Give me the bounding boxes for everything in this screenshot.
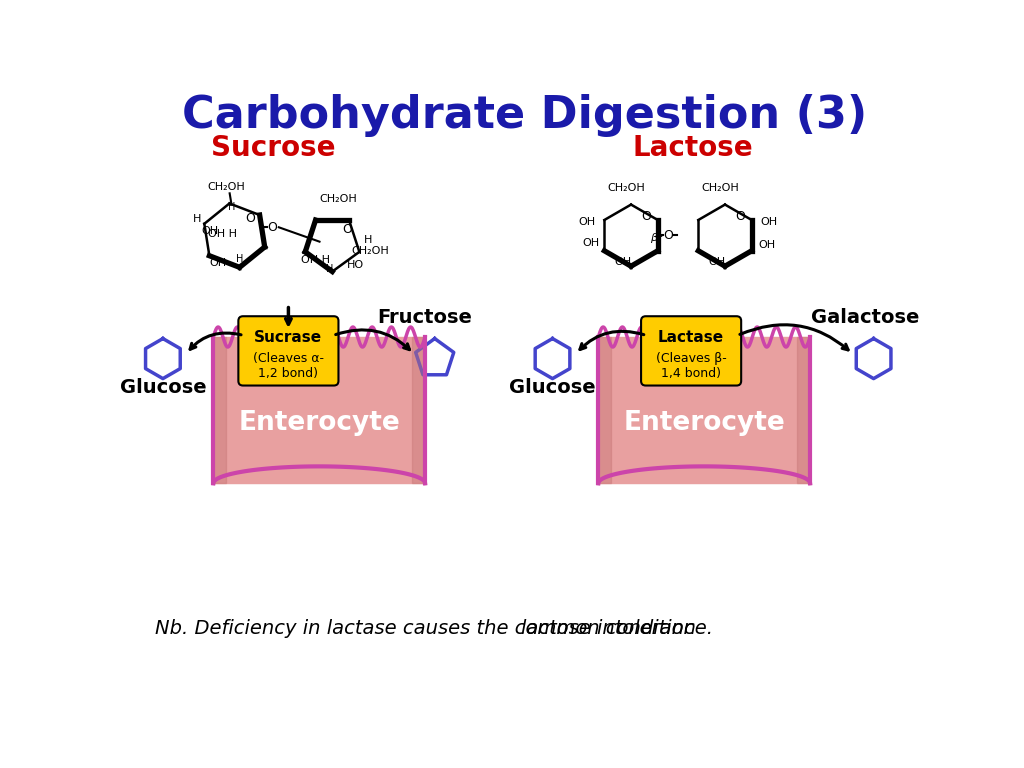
Text: OH: OH: [709, 257, 726, 267]
Text: OH: OH: [614, 257, 632, 266]
Text: H: H: [228, 202, 236, 212]
Text: OH: OH: [210, 258, 227, 268]
Polygon shape: [213, 337, 425, 483]
Polygon shape: [598, 466, 810, 483]
Text: OH H: OH H: [301, 255, 330, 265]
Text: Nb. Deficiency in lactase causes the common condition: Nb. Deficiency in lactase causes the com…: [156, 618, 702, 637]
Text: CH₂OH: CH₂OH: [701, 183, 739, 193]
Text: H: H: [364, 235, 372, 245]
Text: O: O: [267, 220, 278, 233]
Text: O: O: [342, 223, 352, 236]
Text: CH₂OH: CH₂OH: [319, 194, 357, 204]
Text: OH: OH: [202, 227, 219, 237]
Text: H: H: [327, 263, 334, 273]
Text: 1: 1: [657, 229, 664, 239]
Text: OH: OH: [579, 217, 596, 227]
Text: (Cleaves β-
1,4 bond): (Cleaves β- 1,4 bond): [655, 352, 726, 379]
Text: Enterocyte: Enterocyte: [239, 410, 400, 436]
Text: H: H: [194, 214, 202, 224]
Text: O: O: [246, 212, 256, 225]
Text: O: O: [664, 229, 673, 242]
Text: CH₂OH: CH₂OH: [208, 182, 246, 192]
Text: O: O: [641, 210, 651, 223]
Text: (Cleaves α-
1,2 bond): (Cleaves α- 1,2 bond): [253, 352, 324, 379]
Polygon shape: [213, 466, 425, 483]
Text: Galactose: Galactose: [811, 308, 920, 327]
Text: Fructose: Fructose: [377, 308, 472, 327]
Text: OH H: OH H: [208, 229, 237, 239]
Text: H: H: [236, 253, 243, 263]
Text: OH: OH: [583, 238, 600, 248]
Text: lactose intolerance.: lactose intolerance.: [521, 618, 713, 637]
Text: Glucose: Glucose: [509, 378, 596, 396]
Text: CH₂OH: CH₂OH: [607, 183, 645, 193]
FancyBboxPatch shape: [641, 316, 741, 386]
Polygon shape: [598, 337, 611, 483]
Text: CH₂OH: CH₂OH: [352, 246, 389, 256]
Text: Enterocyte: Enterocyte: [624, 410, 785, 436]
Text: Lactase: Lactase: [658, 330, 724, 346]
Polygon shape: [598, 337, 810, 483]
Polygon shape: [797, 337, 810, 483]
Polygon shape: [213, 337, 226, 483]
Text: Glucose: Glucose: [120, 378, 206, 396]
FancyBboxPatch shape: [239, 316, 339, 386]
Text: Carbohydrate Digestion (3): Carbohydrate Digestion (3): [182, 94, 867, 137]
Polygon shape: [412, 337, 425, 483]
Text: OH: OH: [758, 240, 775, 250]
Text: Lactose: Lactose: [633, 134, 753, 162]
Text: Sucrase: Sucrase: [254, 330, 323, 346]
Text: O: O: [735, 210, 744, 223]
Text: HO: HO: [347, 260, 365, 270]
Text: OH: OH: [760, 217, 777, 227]
Text: β: β: [649, 233, 656, 243]
Text: Sucrose: Sucrose: [211, 134, 335, 162]
